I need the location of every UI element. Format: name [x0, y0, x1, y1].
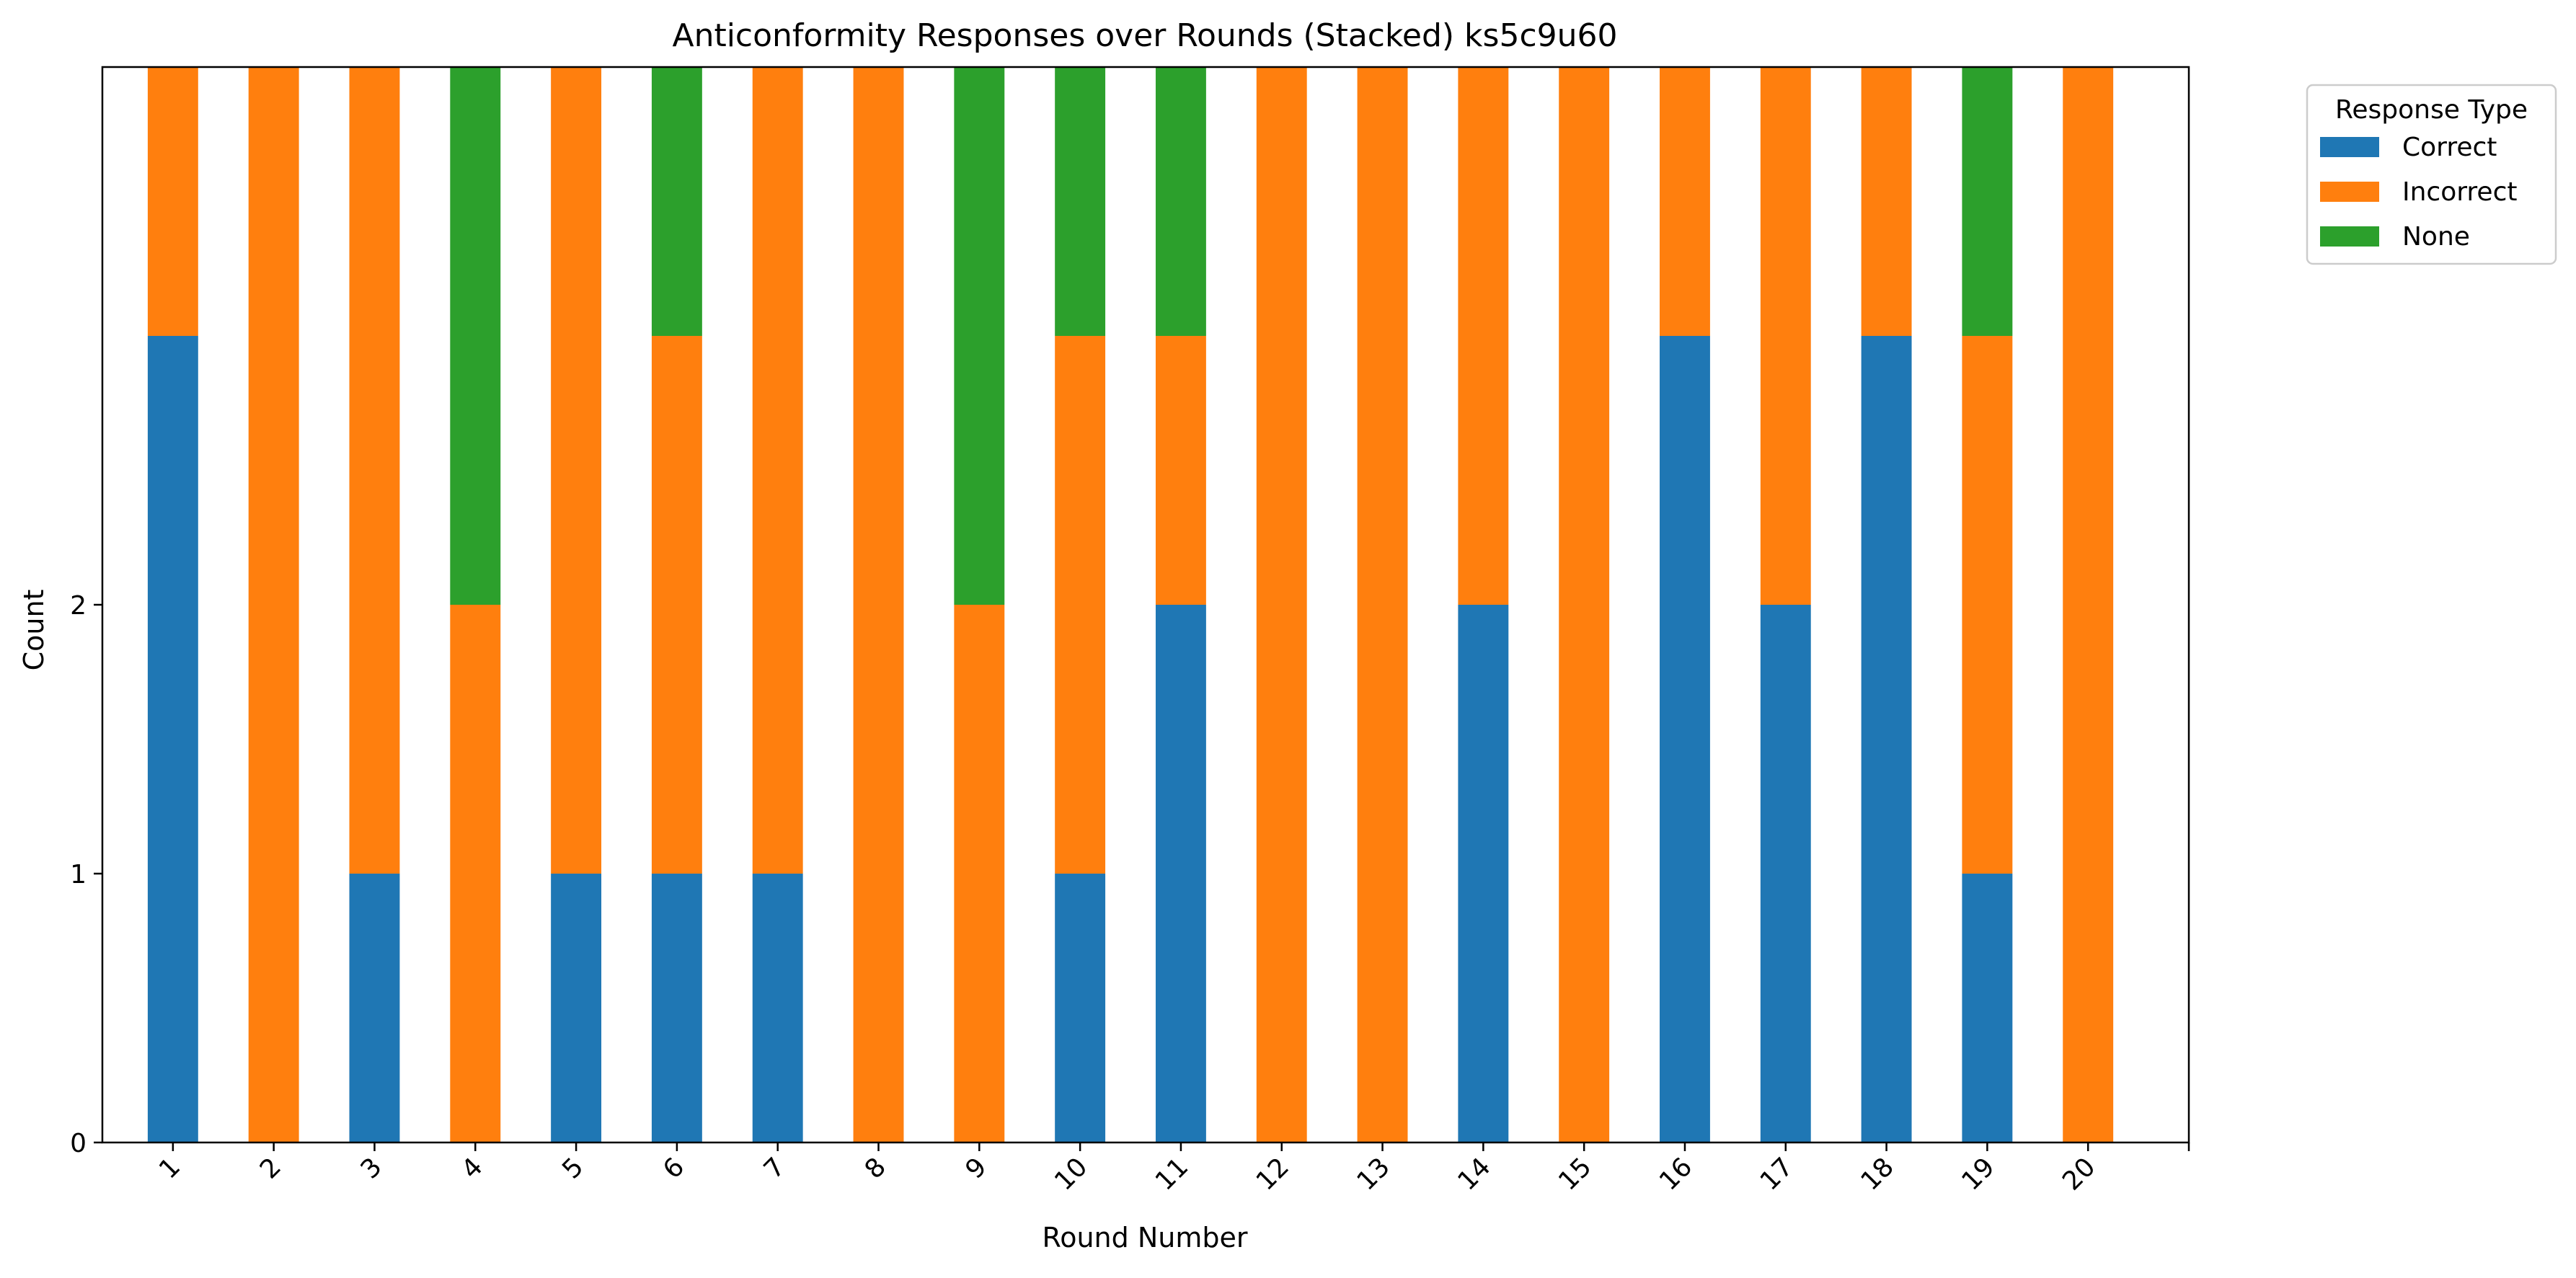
bar-incorrect-round-5: [551, 67, 602, 874]
legend-swatch-incorrect: [2320, 182, 2379, 202]
legend-label-correct: Correct: [2402, 133, 2497, 162]
bar-correct-round-6: [651, 874, 702, 1142]
legend-label-incorrect: Incorrect: [2402, 177, 2518, 207]
bar-incorrect-round-2: [248, 67, 299, 1142]
bar-none-round-10: [1055, 67, 1106, 336]
chart-title: Anticonformity Responses over Rounds (St…: [672, 17, 1617, 54]
bar-incorrect-round-17: [1760, 67, 1811, 605]
bar-correct-round-19: [1962, 874, 2013, 1142]
bar-incorrect-round-10: [1055, 336, 1106, 874]
bar-incorrect-round-7: [752, 67, 803, 874]
bar-none-round-19: [1962, 67, 2013, 336]
y-tick-label: 2: [70, 591, 87, 621]
bar-correct-round-16: [1660, 336, 1710, 1142]
bar-incorrect-round-13: [1357, 67, 1408, 1142]
bar-correct-round-17: [1760, 605, 1811, 1142]
bar-correct-round-7: [752, 874, 803, 1142]
bar-correct-round-3: [349, 874, 400, 1142]
bar-incorrect-round-3: [349, 67, 400, 874]
y-axis-label: Count: [18, 590, 50, 671]
bar-incorrect-round-16: [1660, 67, 1710, 336]
bar-correct-round-1: [147, 336, 198, 1142]
bar-incorrect-round-20: [2063, 67, 2114, 1142]
y-tick-label: 1: [70, 860, 87, 889]
bar-incorrect-round-1: [147, 67, 198, 336]
bar-incorrect-round-12: [1256, 67, 1307, 1142]
bar-incorrect-round-18: [1861, 67, 1912, 336]
bar-correct-round-14: [1458, 605, 1509, 1142]
y-tick-label: 0: [70, 1129, 87, 1158]
legend-title: Response Type: [2335, 95, 2528, 125]
legend-swatch-correct: [2320, 137, 2379, 157]
bar-none-round-4: [450, 67, 501, 605]
legend-swatch-none: [2320, 226, 2379, 247]
bar-incorrect-round-14: [1458, 67, 1509, 605]
bar-none-round-9: [954, 67, 1005, 605]
legend-box: [2306, 84, 2557, 265]
bar-correct-round-10: [1055, 874, 1106, 1142]
bar-incorrect-round-8: [853, 67, 904, 1142]
bar-incorrect-round-4: [450, 605, 501, 1142]
bar-correct-round-11: [1155, 605, 1206, 1142]
bar-incorrect-round-6: [651, 336, 702, 874]
bar-none-round-6: [651, 67, 702, 336]
bar-correct-round-18: [1861, 336, 1912, 1142]
legend-label-none: None: [2402, 222, 2470, 252]
bar-none-round-11: [1155, 67, 1206, 336]
bars-layer: [147, 67, 2114, 1142]
bar-incorrect-round-9: [954, 605, 1005, 1142]
legend: Response Type Correct Incorrect None: [2306, 84, 2557, 265]
bar-incorrect-round-11: [1155, 336, 1206, 605]
bar-incorrect-round-15: [1559, 67, 1610, 1142]
bar-incorrect-round-19: [1962, 336, 2013, 874]
bar-correct-round-5: [551, 874, 602, 1142]
x-axis-label: Round Number: [1043, 1222, 1248, 1253]
